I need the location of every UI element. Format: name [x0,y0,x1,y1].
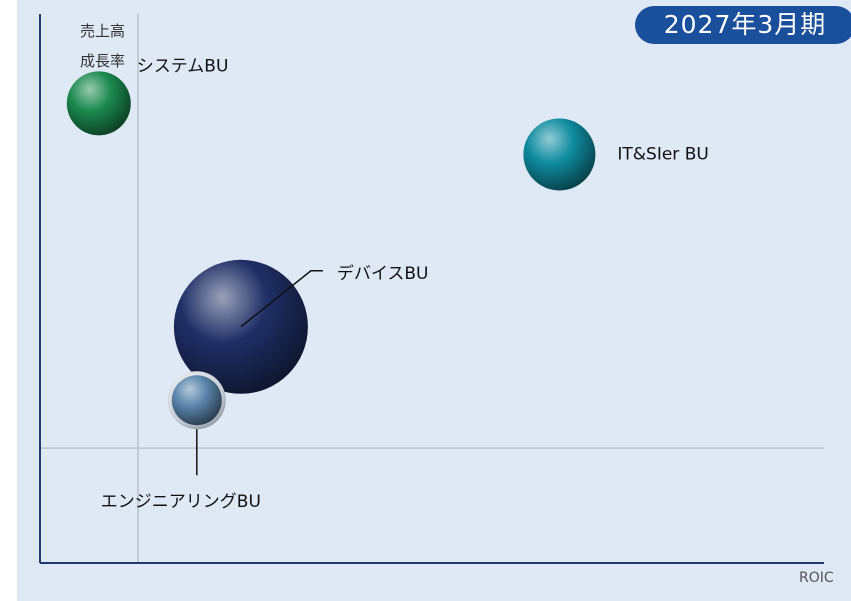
period-badge: 2027年3月期 [635,6,851,44]
x-axis-label: ROIC [799,570,834,586]
bubble-label-1: IT&SIer BU [617,144,708,164]
bubble-3 [171,375,222,426]
bubble-label-2: デバイスBU [337,263,429,284]
bubble-label-3: エンジニアリングBU [101,492,261,512]
y-axis-label: 売上高 成長率 [80,16,160,76]
y-axis-label-line-1: 売上高 [80,22,126,40]
bubble-1 [523,118,596,191]
bubble-label-0: システムBU [137,56,229,76]
chart-panel: システムBU IT&SIer BU デバイスBU エンジニアリングBU 2027年3月… [17,0,851,601]
bubble-chart: システムBU IT&SIer BU デバイスBU エンジニアリングBU [39,14,824,564]
y-axis-label-line-2: 成長率 [80,52,126,70]
leader-line-2 [240,270,323,328]
bubble-0 [66,71,131,136]
